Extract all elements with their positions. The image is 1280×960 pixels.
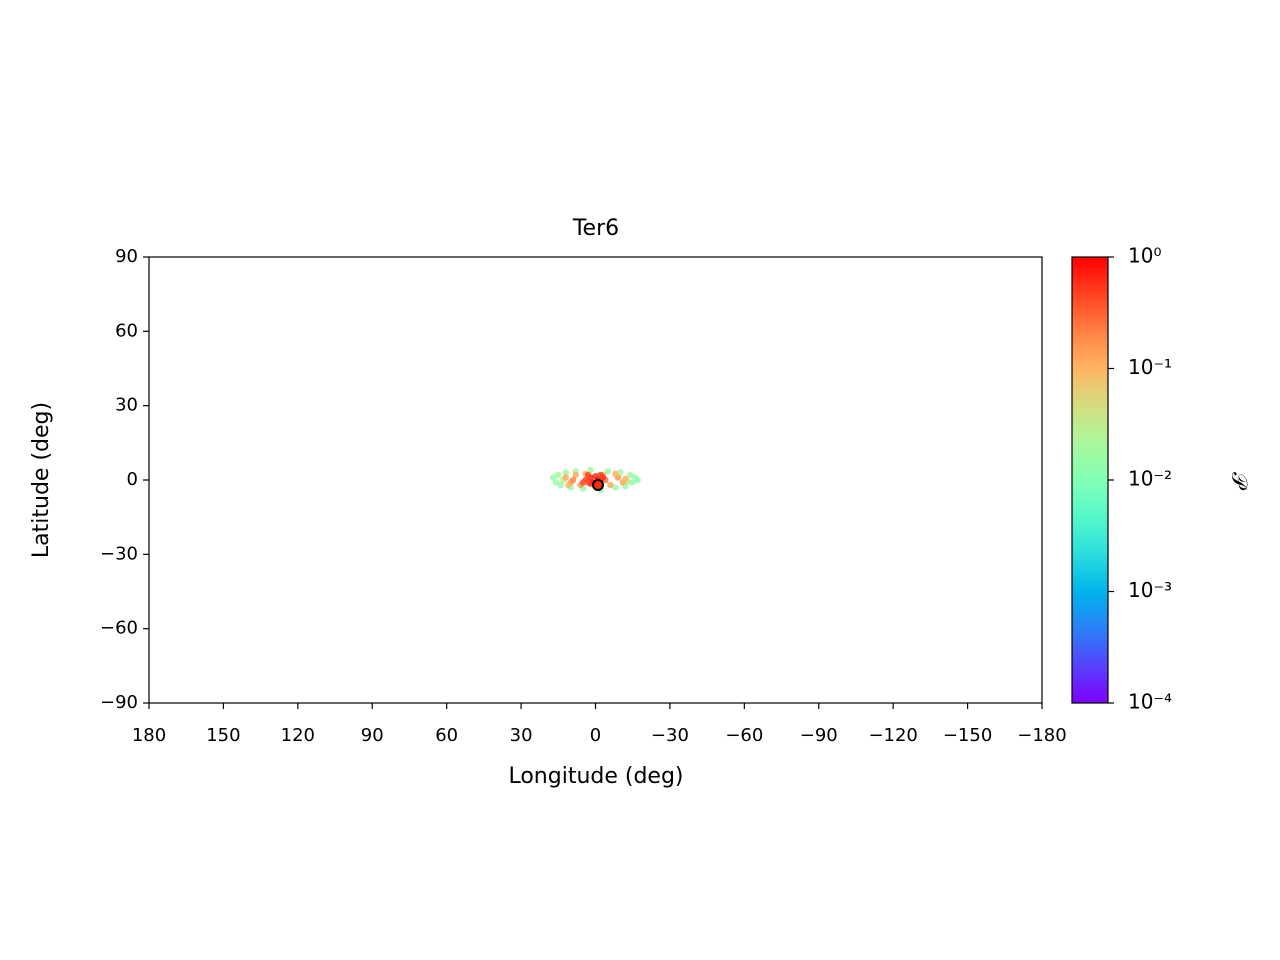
x-tick-label: −90 (800, 725, 838, 746)
colorbar-tick-label: 10⁻¹ (1128, 355, 1172, 379)
y-tick-label: 0 (127, 469, 138, 490)
x-tick-label: 30 (510, 725, 533, 746)
y-tick-label: −60 (100, 618, 138, 639)
chart-title: Ter6 (572, 216, 619, 241)
scatter-point (622, 475, 629, 482)
scatter-point (552, 479, 560, 486)
x-tick-label: 150 (206, 725, 240, 746)
scatter-point (562, 474, 569, 481)
y-tick-label: −30 (100, 543, 138, 564)
y-tick-label: −90 (100, 692, 138, 713)
y-axis-label: Latitude (deg) (29, 402, 54, 558)
x-tick-label: 120 (281, 725, 315, 746)
x-tick-label: 60 (435, 725, 458, 746)
y-tick-label: 90 (115, 246, 138, 267)
y-tick-label: 30 (115, 395, 138, 416)
scatter-point (572, 471, 579, 479)
scatter-point (612, 484, 619, 491)
x-tick-label: 90 (361, 725, 384, 746)
scatter-point (550, 474, 557, 481)
scatter-point (607, 481, 614, 489)
scatter-point (587, 466, 594, 474)
x-tick-label: −150 (943, 725, 992, 746)
scatter-point (617, 469, 624, 476)
colorbar-tick-label: 10⁰ (1128, 244, 1161, 268)
x-tick-label: −180 (1017, 725, 1066, 746)
scatter-point (627, 471, 634, 479)
scatter-point (604, 468, 612, 475)
scatter-point (584, 471, 592, 479)
colorbar-tick-label: 10⁻⁴ (1128, 690, 1172, 714)
plot-frame (148, 256, 1043, 704)
position-marker (591, 478, 604, 491)
colorbar-tick-label: 10⁻³ (1128, 578, 1172, 602)
colorbar (1071, 256, 1109, 704)
y-tick-label: 60 (115, 320, 138, 341)
colorbar-label: 𝒫 (1226, 472, 1251, 491)
x-tick-label: −60 (725, 725, 763, 746)
x-axis-label: Longitude (deg) (508, 764, 683, 789)
scatter-point (565, 481, 572, 489)
x-tick-label: 180 (132, 725, 166, 746)
x-tick-label: 0 (590, 725, 601, 746)
scatter-point (555, 471, 562, 479)
scatter-point (579, 479, 587, 486)
scatter-point (629, 479, 636, 486)
scatter-point (634, 476, 641, 484)
x-tick-label: −120 (868, 725, 917, 746)
x-tick-label: −30 (651, 725, 689, 746)
scatter-point (557, 481, 564, 489)
scatter-point (597, 471, 604, 479)
scatter-point (612, 470, 619, 478)
scatter-point (562, 469, 569, 476)
colorbar-tick-label: 10⁻² (1128, 467, 1172, 491)
scatter-point (569, 476, 577, 484)
